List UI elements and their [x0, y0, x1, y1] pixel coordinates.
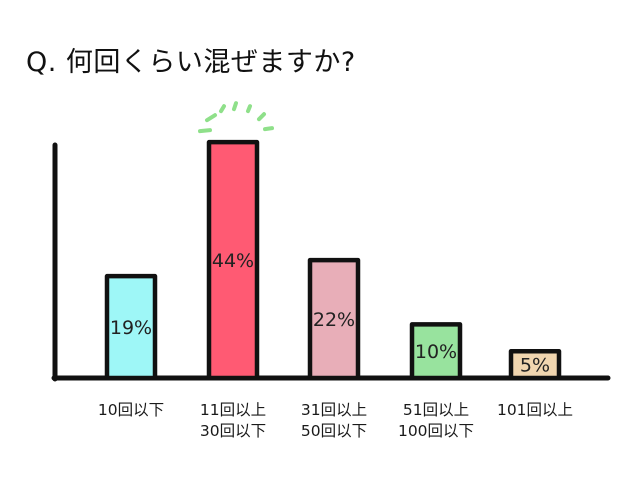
bar-2: [307, 257, 361, 381]
category-label-2-0: 31回以上: [301, 401, 367, 419]
category-label-2-1: 50回以下: [301, 422, 367, 440]
highlight-dash-1: [205, 113, 217, 123]
value-label-1: 44%: [212, 250, 254, 272]
category-label-4-0: 101回以上: [497, 401, 573, 419]
highlight-dash-0: [198, 128, 212, 134]
value-label-4: 5%: [520, 355, 550, 377]
highlight-dash-3: [232, 101, 238, 112]
bar-4: [508, 348, 562, 381]
category-label-1-0: 11回以上: [200, 401, 266, 419]
value-label-2: 22%: [313, 309, 355, 331]
chart-title: Q. 何回くらい混ぜますか?: [26, 47, 356, 78]
value-label-3: 10%: [415, 341, 457, 363]
highlight-dash-4: [246, 104, 252, 114]
category-label-3-1: 100回以下: [398, 422, 474, 440]
category-label-0-0: 10回以下: [98, 401, 164, 419]
category-label-1-1: 30回以下: [200, 422, 266, 440]
bar-3: [409, 322, 463, 381]
category-label-3-0: 51回以上: [403, 401, 469, 419]
highlight-dash-6: [263, 126, 274, 132]
bar-1: [206, 139, 260, 381]
value-label-0: 19%: [110, 317, 152, 339]
highlight-dash-5: [257, 112, 266, 122]
highlight-dash-2: [219, 104, 226, 114]
bar-0: [104, 273, 158, 381]
